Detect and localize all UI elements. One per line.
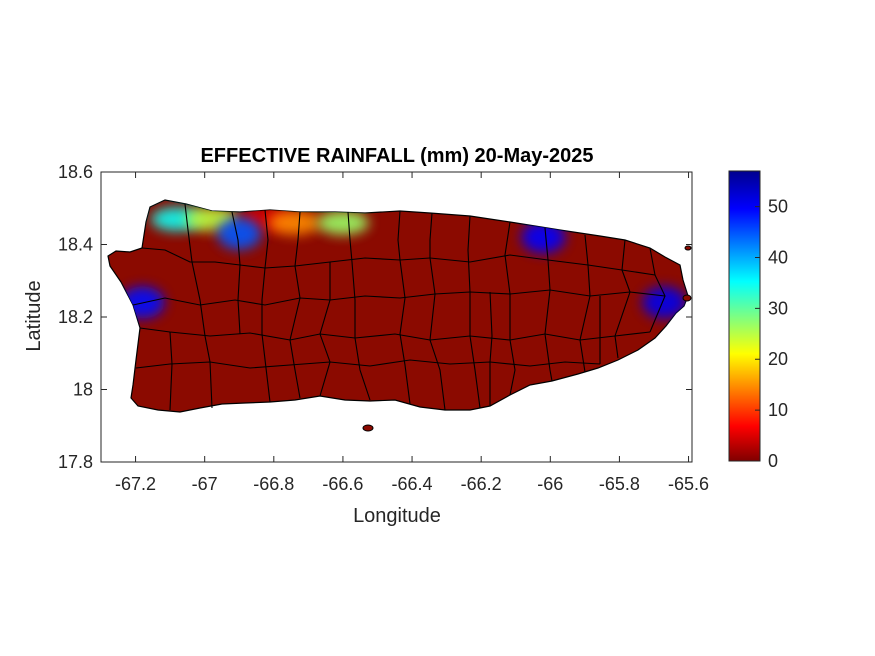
y-axis-label: Latitude <box>23 280 45 351</box>
rainfall-overlay <box>120 207 687 319</box>
islet <box>362 424 374 432</box>
colorbar-tick-label: 50 <box>768 197 788 217</box>
x-tick-label: -67 <box>192 474 218 494</box>
x-axis-label: Longitude <box>353 505 441 527</box>
y-tick-label: 18.6 <box>58 162 93 182</box>
colorbar-ticks: 0 10 20 30 40 50 <box>755 197 788 471</box>
x-tick-label: -66.6 <box>322 474 363 494</box>
rainfall-zone <box>268 210 321 235</box>
islet <box>682 294 692 302</box>
y-tick-label: 18.2 <box>58 307 93 327</box>
x-axis-ticks: -67.2 -67 -66.8 -66.6 -66.4 -66.2 -66 -65.8 -65.… <box>115 172 709 494</box>
rainfall-zone <box>316 210 369 235</box>
colorbar-tick-label: 0 <box>768 451 778 471</box>
x-tick-label: -67.2 <box>115 474 156 494</box>
x-tick-label: -66.8 <box>253 474 294 494</box>
x-tick-label: -65.8 <box>599 474 640 494</box>
colorbar-tick-label: 20 <box>768 349 788 369</box>
x-tick-label: -66.4 <box>392 474 433 494</box>
x-tick-label: -66 <box>537 474 563 494</box>
colorbar <box>728 170 761 462</box>
x-tick-label: -66.2 <box>461 474 502 494</box>
y-tick-label: 18.4 <box>58 235 93 255</box>
rainfall-zone <box>217 217 262 250</box>
chart-title: EFFECTIVE RAINFALL (mm) 20-May-2025 <box>200 145 593 167</box>
y-tick-label: 17.8 <box>58 452 93 472</box>
x-tick-label: -65.6 <box>668 474 709 494</box>
colorbar-tick-label: 30 <box>768 298 788 318</box>
y-axis-ticks: 17.8 18 18.2 18.4 18.6 <box>58 162 692 472</box>
colorbar-tick-label: 10 <box>768 400 788 420</box>
y-tick-label: 18 <box>73 380 93 400</box>
islet <box>684 245 692 251</box>
municipality-boundaries <box>132 203 666 411</box>
rainfall-zone <box>521 221 566 254</box>
colorbar-tick-label: 40 <box>768 247 788 267</box>
